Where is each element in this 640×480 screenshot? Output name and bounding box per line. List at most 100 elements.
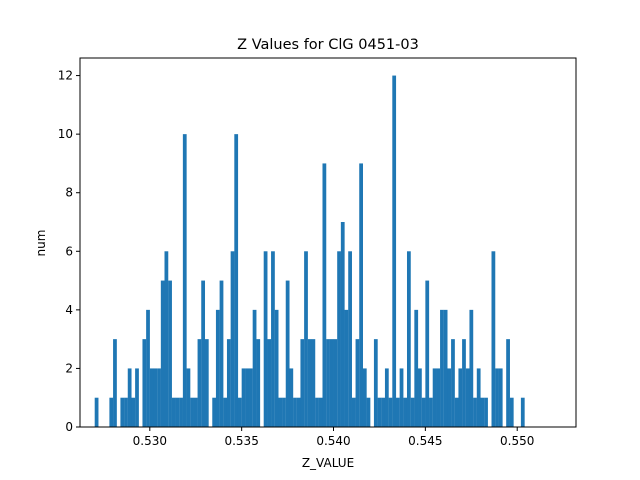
- x-axis-ticks: 0.530 0.535 0.540 0.545 0.550: [133, 427, 534, 448]
- histogram-bar: [447, 368, 452, 427]
- histogram-bar: [124, 397, 128, 427]
- histogram-bar: [263, 251, 268, 427]
- histogram-bar: [458, 368, 463, 427]
- histogram-bar: [135, 368, 139, 427]
- histogram-bar: [267, 339, 272, 427]
- histogram-bar: [429, 397, 433, 427]
- histogram-bar: [219, 280, 224, 427]
- histogram-bar: [212, 397, 217, 427]
- histogram-bar: [399, 368, 404, 427]
- x-tick-label: 0.535: [224, 434, 258, 448]
- x-tick-label: 0.550: [500, 434, 534, 448]
- histogram-bar: [307, 339, 312, 427]
- x-tick-label: 0.530: [133, 434, 167, 448]
- histogram-bar: [381, 397, 386, 427]
- histogram-bar: [142, 339, 147, 427]
- y-tick-label: 2: [65, 361, 73, 375]
- histogram-bar: [440, 309, 444, 427]
- histogram-bar: [344, 309, 349, 427]
- histogram-bar: [249, 368, 253, 427]
- histogram-bars: [94, 75, 525, 427]
- histogram-bar: [495, 368, 499, 427]
- histogram-bar: [175, 397, 180, 427]
- histogram-bar: [300, 339, 305, 427]
- histogram-bar: [278, 397, 283, 427]
- histogram-bar: [340, 222, 345, 427]
- histogram-bar: [414, 309, 419, 427]
- histogram-bar: [509, 397, 514, 427]
- histogram-bar: [318, 397, 323, 427]
- histogram-bar: [403, 397, 408, 427]
- histogram-bar: [348, 251, 352, 427]
- histogram-bar: [498, 368, 503, 427]
- histogram-bar: [476, 368, 481, 427]
- histogram-bar: [520, 397, 525, 427]
- histogram-bar: [337, 251, 341, 427]
- histogram-bar: [469, 309, 474, 427]
- histogram-bar: [204, 339, 209, 427]
- histogram-bar: [432, 368, 437, 427]
- histogram-bar: [223, 397, 228, 427]
- y-tick-label: 4: [65, 303, 73, 317]
- histogram-bar: [484, 397, 488, 427]
- y-tick-label: 8: [65, 186, 73, 200]
- histogram-bar: [186, 368, 191, 427]
- histogram-bar: [355, 339, 360, 427]
- histogram-bar: [333, 339, 338, 427]
- histogram-bar: [109, 397, 114, 427]
- histogram-bar: [359, 163, 363, 427]
- histogram-bar: [454, 397, 459, 427]
- histogram-bar: [193, 397, 198, 427]
- histogram-bar: [425, 280, 430, 427]
- histogram-bar: [234, 134, 239, 427]
- histogram-bar: [149, 368, 154, 427]
- histogram-bar: [190, 397, 194, 427]
- histogram-bar: [351, 397, 356, 427]
- histogram-bar: [245, 368, 250, 427]
- histogram-bar: [94, 397, 99, 427]
- histogram-bar: [160, 280, 165, 427]
- y-tick-label: 12: [58, 69, 73, 83]
- histogram-bar: [153, 368, 158, 427]
- x-tick-label: 0.545: [408, 434, 442, 448]
- histogram-bar: [388, 397, 393, 427]
- histogram-bar: [131, 397, 136, 427]
- histogram-bar: [395, 397, 400, 427]
- histogram-bar: [362, 368, 367, 427]
- histogram-bar: [252, 309, 257, 427]
- histogram-bar: [201, 280, 206, 427]
- histogram-bar: [377, 397, 382, 427]
- y-tick-label: 10: [58, 127, 73, 141]
- histogram-bar: [421, 397, 426, 427]
- histogram-bar: [157, 368, 161, 427]
- histogram-bar: [164, 251, 169, 427]
- histogram-bar: [230, 251, 235, 427]
- histogram-bar: [146, 309, 150, 427]
- x-tick-label: 0.540: [316, 434, 350, 448]
- histogram-bar: [226, 339, 231, 427]
- histogram-bar: [406, 251, 411, 427]
- histogram-bar: [326, 339, 330, 427]
- y-axis-ticks: 0 2 4 6 8 10 12: [58, 69, 80, 434]
- histogram-bar: [373, 339, 378, 427]
- x-axis-label: Z_VALUE: [302, 456, 354, 470]
- y-axis-label: num: [34, 230, 48, 257]
- y-tick-label: 0: [65, 420, 73, 434]
- histogram-bar: [179, 397, 183, 427]
- y-tick-label: 6: [65, 244, 73, 258]
- histogram-bar: [410, 397, 415, 427]
- histogram-bar: [215, 309, 220, 427]
- histogram-bar: [168, 280, 172, 427]
- histogram-bar: [197, 339, 202, 427]
- histogram-bar: [366, 397, 371, 427]
- histogram-bar: [120, 397, 125, 427]
- histogram-bar: [289, 368, 294, 427]
- histogram-bar: [491, 251, 496, 427]
- histogram-bar: [127, 368, 132, 427]
- histogram-bar: [506, 339, 510, 427]
- histogram-bar: [241, 368, 246, 427]
- histogram-bar: [392, 75, 397, 427]
- histogram-bar: [329, 339, 334, 427]
- histogram-bar: [473, 397, 477, 427]
